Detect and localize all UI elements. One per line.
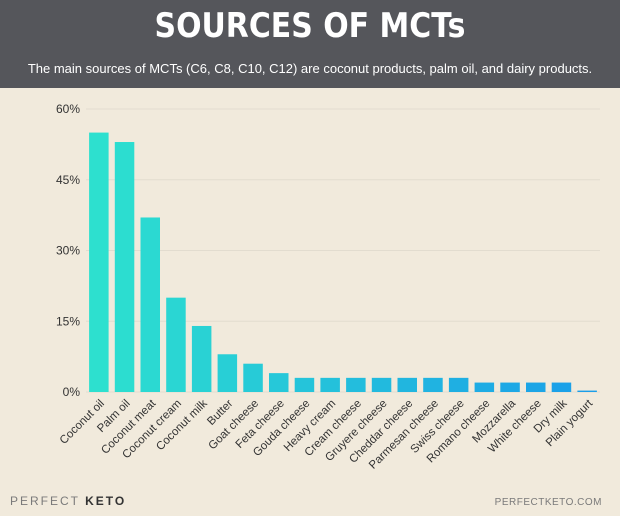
bar xyxy=(114,142,135,392)
bar xyxy=(551,382,572,392)
bar xyxy=(474,382,495,392)
bar xyxy=(140,217,160,392)
bar xyxy=(577,390,597,392)
bar xyxy=(294,377,315,392)
website-label: PERFECTKETO.COM xyxy=(494,497,602,508)
page-title: SOURCES OF MCTs xyxy=(154,6,466,46)
y-tick-label: 30% xyxy=(56,244,80,258)
bar xyxy=(371,377,392,392)
page-subtitle: The main sources of MCTs (C6, C8, C10, C… xyxy=(27,61,593,76)
bar xyxy=(166,297,186,392)
y-tick-label: 60% xyxy=(56,102,80,116)
header-banner: SOURCES OF MCTs The main sources of MCTs… xyxy=(0,0,620,88)
bar xyxy=(191,325,212,392)
bar xyxy=(217,354,238,392)
bar xyxy=(320,377,340,392)
bar xyxy=(269,373,289,392)
y-tick-label: 15% xyxy=(56,314,80,328)
bar xyxy=(346,377,366,392)
brand-prefix: PERFECT xyxy=(10,494,86,508)
bar xyxy=(423,377,443,392)
bar xyxy=(397,377,417,392)
bar xyxy=(526,382,546,392)
bar xyxy=(89,132,109,393)
brand-suffix: KETO xyxy=(85,494,127,508)
y-tick-label: 45% xyxy=(56,173,80,187)
bar xyxy=(243,363,263,392)
bar xyxy=(500,382,520,392)
brand-logo: PERFECT KETO xyxy=(10,494,126,508)
y-tick-label: 0% xyxy=(63,385,81,399)
bar xyxy=(448,377,469,392)
